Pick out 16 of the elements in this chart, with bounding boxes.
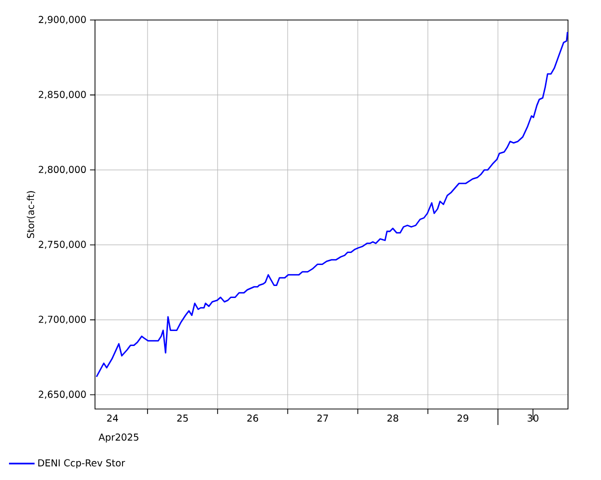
legend-label: DENI Ccp-Rev Stor: [38, 459, 126, 468]
y-tick-label: 2,900,000: [38, 16, 86, 24]
x-tick-label: 29: [458, 414, 468, 422]
x-tick-label: 25: [177, 414, 188, 422]
x-axis-title: Apr2025: [98, 434, 138, 443]
x-tick-label: 24: [107, 414, 118, 422]
y-tick-label: 2,750,000: [38, 240, 86, 249]
y-tick-label: 2,850,000: [38, 90, 86, 100]
x-tick-label: 30: [528, 414, 538, 422]
y-tick-label: 2,800,000: [38, 166, 86, 174]
x-tick-label: 26: [247, 414, 258, 422]
y-axis-title: Stor(ac-ft): [26, 191, 36, 238]
x-tick-label: 27: [317, 414, 328, 422]
x-tick-label: 28: [387, 414, 398, 422]
y-tick-label: 2,700,000: [38, 316, 86, 324]
y-tick-label: 2,650,000: [38, 390, 86, 399]
